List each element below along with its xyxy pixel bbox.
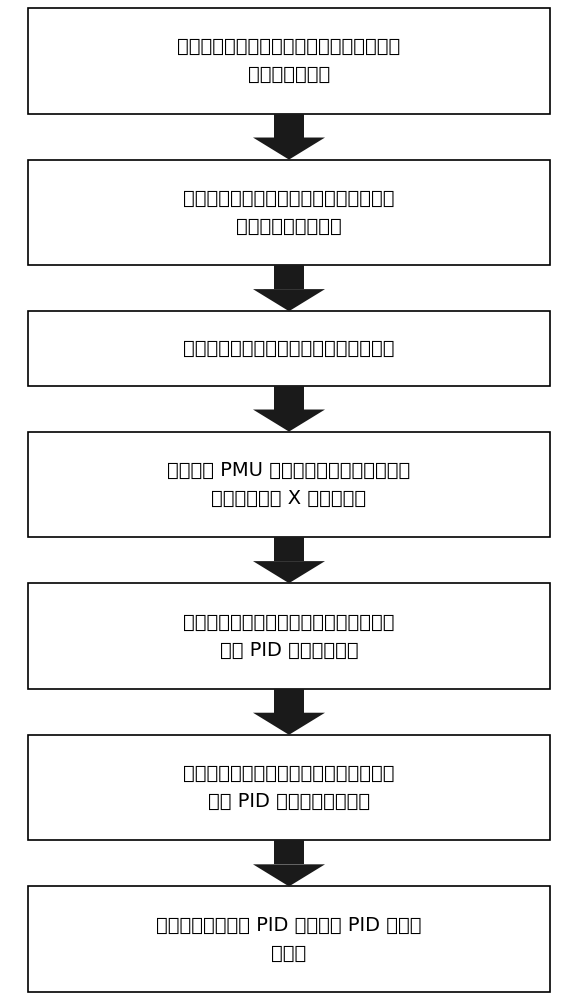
Polygon shape [253,138,325,160]
Text: 确定电力系统低频振荡模式，从中筛选出区
间低频振荡模式: 确定电力系统低频振荡模式，从中筛选出区 间低频振荡模式 [177,37,401,84]
Polygon shape [253,410,325,432]
Polygon shape [253,864,325,886]
Bar [28,432,550,537]
Bar [274,265,304,289]
Bar [28,8,550,114]
Bar [28,311,550,386]
Polygon shape [253,561,325,583]
Bar [274,689,304,713]
Polygon shape [253,289,325,311]
Text: 将不同时滞对应的 PID 参数存入 PID 参数存
储模块: 将不同时滞对应的 PID 参数存入 PID 参数存 储模块 [156,916,422,963]
Bar [274,386,304,410]
Bar [28,886,550,992]
Bar [274,114,304,138]
Text: 分别计算不同时滞下能够确保电力系统稳
定的 PID 参数分布范围: 分别计算不同时滞下能够确保电力系统稳 定的 PID 参数分布范围 [183,612,395,660]
Bar [28,735,550,840]
Bar [274,840,304,864]
Polygon shape [253,713,325,735]
Text: 筛选针对区间低频振荡的广域反馈控制信
号和阻尼控制执行器: 筛选针对区间低频振荡的广域反馈控制信 号和阻尼控制执行器 [183,189,395,236]
Text: 建立电力系统的局部线性化传递函数模型: 建立电力系统的局部线性化传递函数模型 [183,339,395,358]
Bar [28,160,550,265]
Bar [28,583,550,689]
Text: 评估广域 PMU 信号可能的时滞分布范围，
并将其划分为 X 个时滞区间: 评估广域 PMU 信号可能的时滞分布范围， 并将其划分为 X 个时滞区间 [168,461,410,508]
Text: 分别为每个时滞区间取一组参数作为广域
时滞 PID 阻尼控制器的参数: 分别为每个时滞区间取一组参数作为广域 时滞 PID 阻尼控制器的参数 [183,764,395,811]
Bar [274,537,304,561]
